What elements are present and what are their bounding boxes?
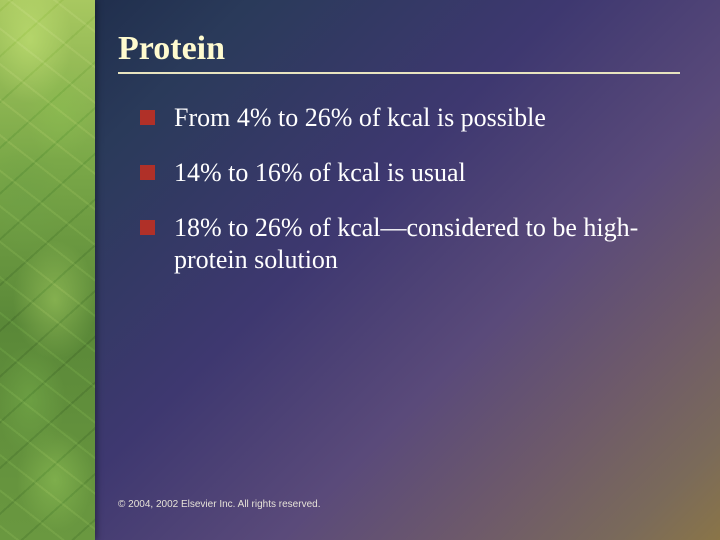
title-underline (118, 72, 680, 74)
bullet-list: From 4% to 26% of kcal is possible 14% t… (118, 102, 690, 275)
copyright-footer: © 2004, 2002 Elsevier Inc. All rights re… (118, 499, 320, 510)
list-item: 14% to 16% of kcal is usual (140, 157, 690, 188)
decorative-leaf-strip (0, 0, 95, 540)
bullet-text: 18% to 26% of kcal—considered to be high… (174, 213, 638, 273)
bullet-text: 14% to 16% of kcal is usual (174, 158, 466, 187)
bullet-text: From 4% to 26% of kcal is possible (174, 103, 546, 132)
list-item: From 4% to 26% of kcal is possible (140, 102, 690, 133)
content-area: Protein From 4% to 26% of kcal is possib… (118, 30, 690, 299)
list-item: 18% to 26% of kcal—considered to be high… (140, 212, 690, 274)
slide-title: Protein (118, 30, 690, 68)
slide: Protein From 4% to 26% of kcal is possib… (0, 0, 720, 540)
